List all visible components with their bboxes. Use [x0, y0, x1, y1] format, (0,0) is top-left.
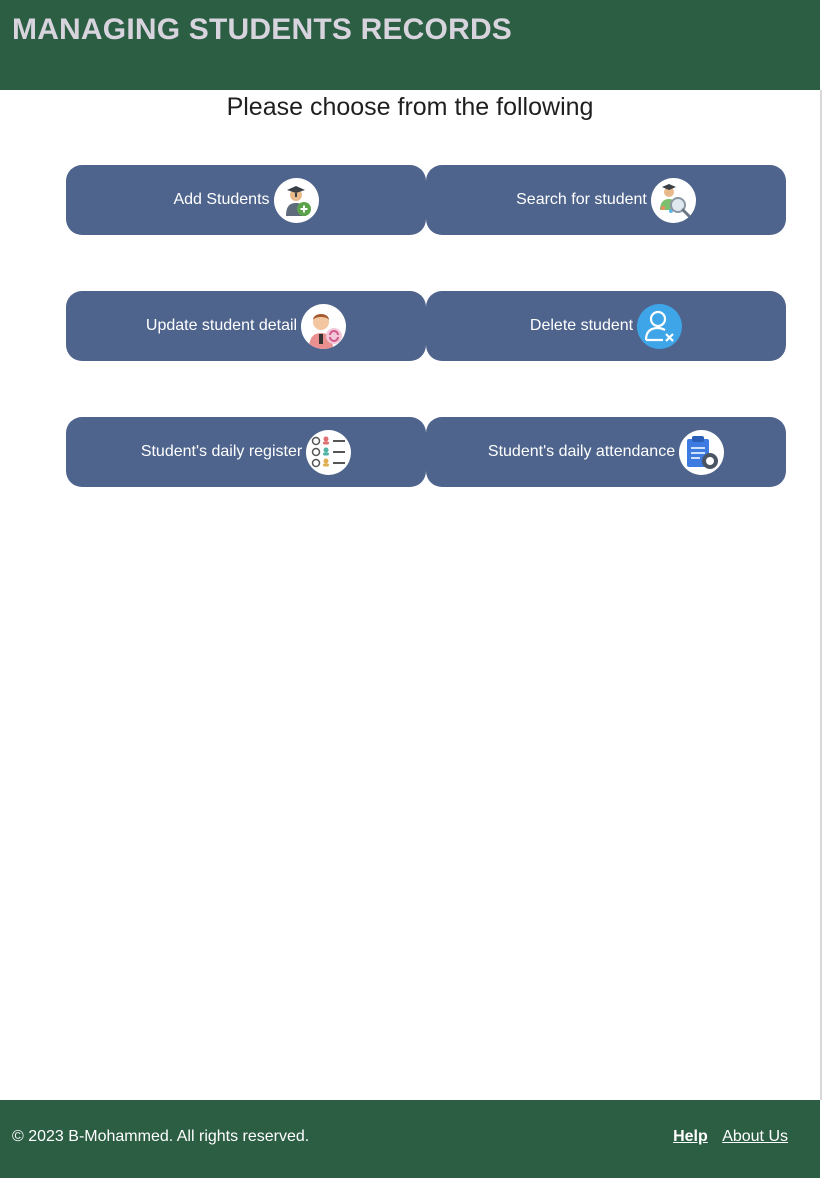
- update-student-button[interactable]: Update student detail: [66, 291, 426, 361]
- help-link[interactable]: Help: [673, 1128, 708, 1145]
- daily-attendance-button[interactable]: Student's daily attendance: [426, 417, 786, 487]
- user-delete-icon: [637, 303, 683, 349]
- add-students-button[interactable]: Add Students: [66, 165, 426, 235]
- menu-row: Student's daily register: [66, 417, 786, 487]
- student-add-icon: [273, 177, 319, 223]
- button-label: Search for student: [516, 191, 647, 208]
- about-us-link[interactable]: About Us: [722, 1128, 788, 1145]
- site-header: MANAGING STUDENTS RECORDS: [0, 0, 820, 90]
- site-title: MANAGING STUDENTS RECORDS: [12, 13, 513, 46]
- daily-register-button[interactable]: Student's daily register: [66, 417, 426, 487]
- search-student-button[interactable]: Search for student: [426, 165, 786, 235]
- checklist-icon: [306, 429, 352, 475]
- site-footer: © 2023 B-Mohammed. All rights reserved. …: [0, 1100, 820, 1178]
- button-label: Update student detail: [145, 317, 298, 334]
- button-label: Student's daily attendance: [487, 443, 676, 460]
- delete-student-button[interactable]: Delete student: [426, 291, 786, 361]
- button-label: Delete student: [529, 317, 634, 334]
- student-update-icon: [301, 303, 347, 349]
- menu-row: Update student detail Delete student: [66, 291, 786, 361]
- page-subtitle: Please choose from the following: [226, 93, 594, 121]
- attendance-icon: [679, 429, 725, 475]
- button-label: Student's daily register: [140, 443, 303, 460]
- menu-row: Add Students Search for student: [66, 165, 786, 235]
- menu-grid: Add Students Search for student: [66, 165, 786, 543]
- student-search-icon: [650, 177, 696, 223]
- page-right-border: [820, 90, 822, 1100]
- copyright-text: © 2023 B-Mohammed. All rights reserved.: [12, 1128, 310, 1145]
- button-label: Add Students: [173, 191, 270, 208]
- footer-links: Help About Us: [663, 1128, 788, 1146]
